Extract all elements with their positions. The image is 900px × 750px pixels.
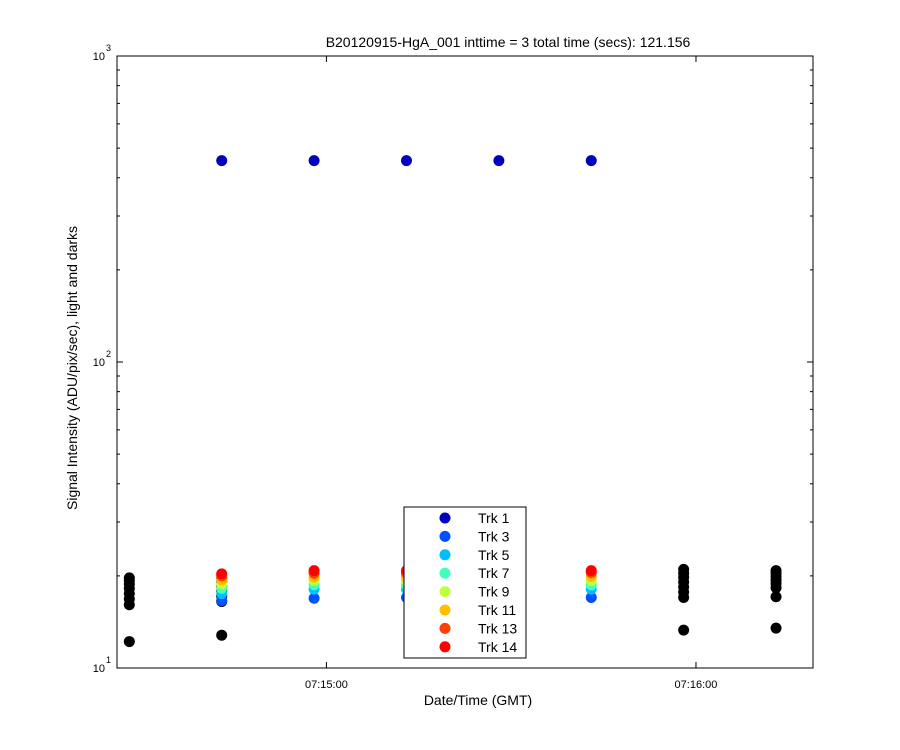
y-tick-label: 103 (93, 43, 111, 63)
dark-point (770, 591, 782, 603)
legend: Trk 1 Trk 3 Trk 5 Trk 7 Trk 9 Trk 11 Trk 13 Trk… (403, 506, 527, 659)
y-tick-label: 101 (93, 655, 111, 675)
dark-point (216, 629, 228, 641)
legend-label-trk-14: Trk 14 (478, 639, 517, 655)
legend-label-trk-5: Trk 5 (478, 547, 510, 563)
dark-point (678, 563, 690, 575)
legend-marker-trk-5 (439, 549, 451, 561)
dark-point (123, 636, 135, 648)
point-trk-1 (493, 155, 505, 167)
legend-marker-trk-1 (439, 512, 451, 524)
y-tick-base: 10 (93, 51, 105, 63)
legend-label-trk-3: Trk 3 (478, 528, 510, 544)
dark-point (678, 624, 690, 636)
y-tick-base: 10 (93, 357, 105, 369)
legend-marker-trk-11 (439, 604, 451, 616)
chart-title: B20120915-HgA_001 inttime = 3 total time… (326, 34, 691, 50)
x-axis-label: Date/Time (GMT) (424, 692, 532, 708)
point-trk-1 (585, 155, 597, 167)
y-tick-exponent: 2 (106, 349, 111, 359)
dark-point (770, 622, 782, 634)
legend-marker-trk-9 (439, 586, 451, 598)
y-tick-exponent: 1 (106, 655, 111, 665)
legend-label-trk-9: Trk 9 (478, 584, 510, 600)
x-tick-label: 07:15:00 (305, 679, 348, 691)
point-trk-1 (308, 155, 320, 167)
legend-label-trk-1: Trk 1 (478, 510, 510, 526)
legend-box (403, 506, 527, 659)
dark-point (770, 565, 782, 577)
legend-marker-trk-13 (439, 622, 451, 634)
legend-label-trk-7: Trk 7 (478, 565, 510, 581)
point-trk-1 (400, 155, 412, 167)
legend-label-trk-13: Trk 13 (478, 620, 517, 636)
point-trk-14 (216, 568, 228, 580)
point-trk-1 (216, 155, 228, 167)
y-tick-base: 10 (93, 663, 105, 675)
legend-marker-trk-14 (439, 641, 451, 653)
dark-point (123, 572, 135, 584)
point-trk-14 (585, 565, 597, 577)
x-tick-label: 07:16:00 (675, 679, 718, 691)
y-tick-exponent: 3 (106, 43, 111, 53)
axis-ticks (117, 55, 813, 669)
point-trk-3 (585, 591, 597, 603)
legend-marker-trk-7 (439, 567, 451, 579)
legend-marker-trk-3 (439, 530, 451, 542)
y-tick-label: 102 (93, 349, 111, 369)
legend-label-trk-11: Trk 11 (478, 602, 516, 618)
point-trk-3 (308, 592, 320, 604)
y-axis-label: Signal Intensity (ADU/pix/sec), light an… (64, 226, 80, 510)
point-trk-14 (308, 565, 320, 577)
